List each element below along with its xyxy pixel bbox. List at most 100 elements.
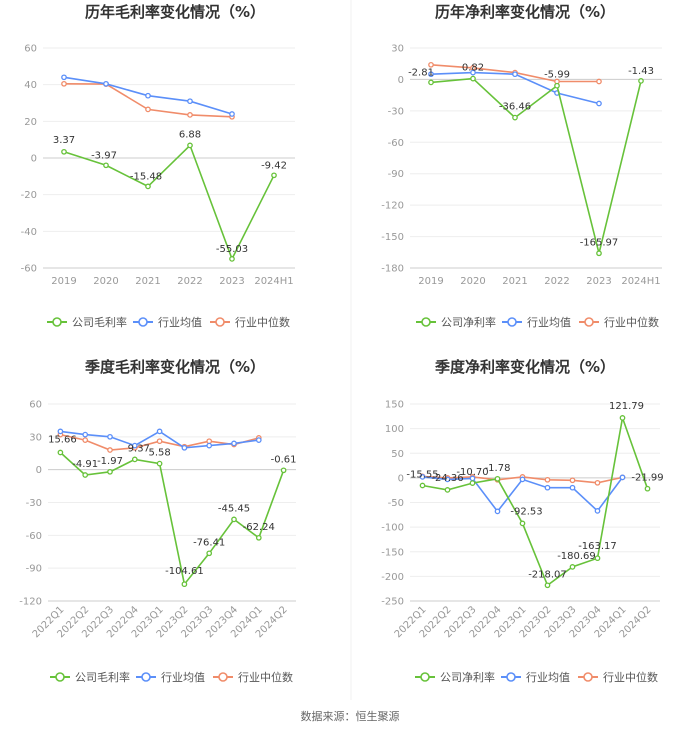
data-point <box>107 447 113 453</box>
series-line-1 <box>430 71 600 105</box>
data-point <box>428 71 434 78</box>
y-tick-label: -60 <box>388 138 404 149</box>
legend-marker <box>218 672 228 682</box>
y-tick-label: 20 <box>24 117 37 128</box>
data-point <box>619 474 626 481</box>
data-point <box>145 106 151 113</box>
y-tick-label: 30 <box>391 44 404 55</box>
data-point <box>181 444 188 451</box>
data-point <box>512 71 518 78</box>
x-tick-label: 2022 <box>177 276 202 287</box>
x-tick-label: 2021 <box>502 276 527 287</box>
legend-label: 行业中位数 <box>604 315 659 329</box>
data-point <box>187 98 193 105</box>
data-label: 9.37 <box>128 443 150 454</box>
data-label: -180.69 <box>557 551 596 562</box>
data-point <box>103 80 109 87</box>
y-tick-label: -180 <box>381 264 404 275</box>
data-label: 0.82 <box>462 63 484 74</box>
y-tick-label: 0 <box>398 75 404 86</box>
data-point <box>594 479 601 486</box>
data-label: -62.24 <box>243 522 275 533</box>
data-point <box>107 433 113 440</box>
data-point <box>569 484 576 491</box>
data-point <box>596 78 602 85</box>
data-point <box>61 74 67 81</box>
data-point <box>229 256 235 262</box>
data-point <box>145 92 151 99</box>
data-point <box>156 438 163 445</box>
data-label: -218.07 <box>528 569 567 580</box>
y-tick-label: -120 <box>19 597 42 608</box>
data-point <box>206 438 213 445</box>
y-tick-label: -90 <box>26 564 42 575</box>
data-point <box>61 80 67 87</box>
data-point <box>596 100 602 107</box>
data-point <box>569 564 576 570</box>
data-label: -3.97 <box>91 150 117 161</box>
data-point <box>544 582 551 589</box>
data-point <box>187 142 193 149</box>
data-label: -1.43 <box>628 66 654 77</box>
data-point <box>103 162 109 169</box>
data-point <box>428 61 434 68</box>
x-tick-label: 2023 <box>219 276 244 287</box>
source-label: 数据来源：恒生聚源 <box>301 709 400 723</box>
y-tick-label: -100 <box>381 523 404 534</box>
data-point <box>419 474 426 480</box>
data-point <box>554 82 560 89</box>
data-point <box>57 428 64 435</box>
y-tick-label: -30 <box>26 498 42 509</box>
data-point <box>229 111 235 117</box>
data-label: -36.46 <box>499 102 531 113</box>
chart-title-0: 历年毛利率变化情况（%） <box>85 3 265 21</box>
data-point <box>156 428 163 435</box>
y-tick-label: 60 <box>29 400 42 411</box>
data-point <box>519 476 526 483</box>
data-label: 15.66 <box>48 435 77 446</box>
data-label: -163.17 <box>578 541 617 552</box>
data-point <box>470 69 476 76</box>
chart-title-1: 历年净利率变化情况（%） <box>435 3 615 21</box>
series-line-0 <box>422 414 649 587</box>
data-point <box>444 487 451 493</box>
data-point <box>569 477 576 484</box>
y-tick-label: -90 <box>388 169 404 180</box>
data-label: -15.48 <box>130 171 162 182</box>
data-label: 6.88 <box>179 129 201 140</box>
data-point <box>82 437 89 443</box>
legend-label: 行业均值 <box>158 316 202 329</box>
data-point <box>544 476 551 483</box>
data-label: -10.70 <box>456 467 488 478</box>
data-label: 3.37 <box>53 135 75 146</box>
y-tick-label: 60 <box>24 44 37 55</box>
data-point <box>419 482 426 489</box>
data-point <box>156 460 163 467</box>
data-point <box>519 520 526 527</box>
legend-label: 公司净利率 <box>441 315 496 329</box>
x-tick-label: 2024H1 <box>254 276 293 287</box>
data-label: -4.91 <box>72 459 98 470</box>
y-tick-label: 50 <box>391 449 404 460</box>
x-tick-label: 2022 <box>544 276 569 287</box>
legend-label: 行业均值 <box>526 671 570 684</box>
data-point <box>61 148 67 155</box>
data-point <box>57 449 64 456</box>
data-point <box>206 442 213 449</box>
legend-label: 公司毛利率 <box>72 315 127 329</box>
data-label: -15.55 <box>406 470 438 481</box>
data-label: -165.97 <box>580 237 619 248</box>
data-point <box>187 112 193 118</box>
legend-marker <box>215 317 225 327</box>
y-tick-label: -30 <box>388 106 404 117</box>
y-tick-label: 100 <box>385 424 404 435</box>
y-tick-label: 40 <box>24 80 37 91</box>
y-tick-label: 0 <box>31 154 37 165</box>
legend-marker <box>420 672 430 682</box>
data-label: -0.61 <box>271 454 297 465</box>
legend-marker <box>52 317 62 327</box>
data-point <box>470 75 476 82</box>
legend-label: 行业中位数 <box>235 315 290 329</box>
legend-label: 行业均值 <box>161 671 205 684</box>
data-label: -76.41 <box>193 537 225 548</box>
